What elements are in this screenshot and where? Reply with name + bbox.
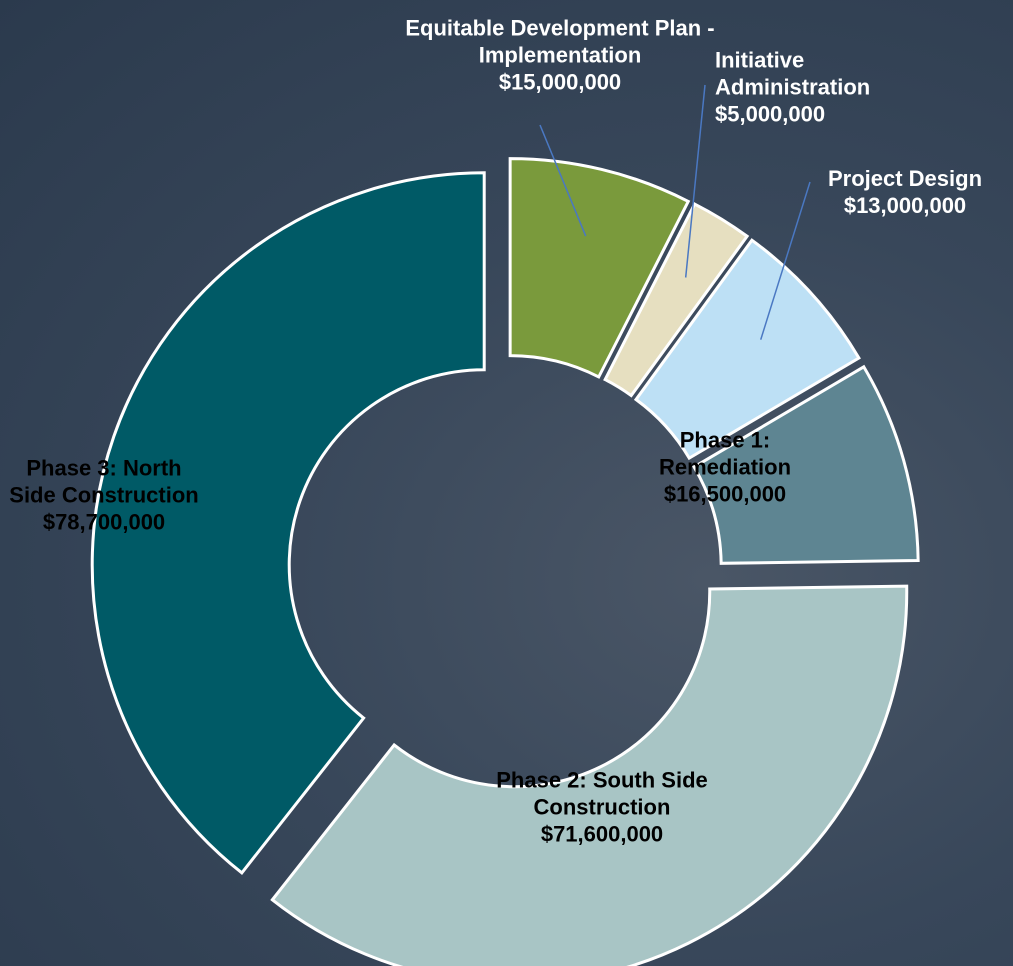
category-label: Phase 3: North Side Construction	[9, 455, 199, 508]
value-label: $16,500,000	[663, 481, 787, 507]
leader-line	[684, 84, 706, 278]
value-label: $13,000,000	[843, 193, 967, 218]
value-label: $78,700,000	[42, 509, 166, 535]
donut-segment	[633, 238, 861, 461]
value-label: $15,000,000	[498, 69, 622, 95]
category-label: Project Design	[827, 166, 983, 191]
leader-line	[760, 181, 811, 340]
data-label: Equitable Development Plan - Implementat…	[400, 15, 720, 96]
value-label: $71,600,000	[540, 821, 664, 847]
donut-segment	[90, 171, 486, 875]
leader-line	[539, 124, 587, 237]
data-label: Phase 1: Remediation $16,500,000	[635, 427, 815, 508]
value-label: $5,000,000	[715, 101, 826, 127]
category-label: Equitable Development Plan - Implementat…	[405, 15, 715, 68]
donut-segment	[603, 202, 750, 398]
data-label: Phase 2: South Side Construction $71,600,…	[452, 767, 752, 848]
donut-segment	[270, 584, 909, 966]
data-label: Phase 3: North Side Construction $78,700,…	[4, 455, 204, 536]
category-label: Phase 1: Remediation	[658, 427, 792, 480]
data-label: Initiative Administration $5,000,000	[715, 47, 925, 128]
category-label: Initiative Administration	[715, 47, 871, 100]
category-label: Phase 2: South Side Construction	[496, 767, 708, 820]
donut-segment	[692, 364, 920, 565]
donut-segment	[508, 157, 691, 379]
data-label: Project Design $13,000,000	[805, 165, 1005, 219]
